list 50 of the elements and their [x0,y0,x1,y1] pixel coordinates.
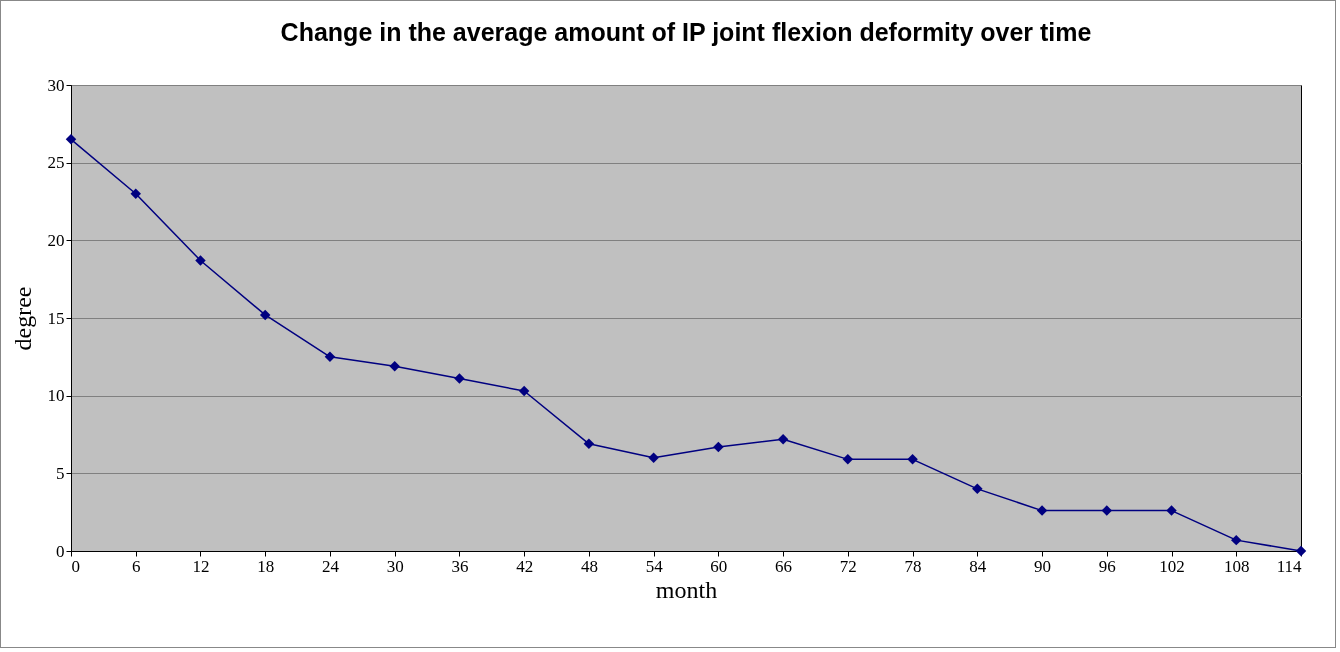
point [324,351,336,363]
x-tick-label: 36 [451,556,469,576]
x-tick-label: 60 [710,556,728,576]
x-tick-label: 6 [131,556,141,576]
y-tick-label: 5 [56,463,65,483]
x-tick-label: 12 [192,556,210,576]
point [1295,545,1307,557]
x-tick-label: 42 [516,556,534,576]
point [130,188,141,199]
point [1101,505,1113,516]
x-tick-label: 18 [257,556,275,576]
point [907,454,918,465]
point [518,385,530,397]
point [713,441,724,453]
point [65,134,77,145]
point [1036,505,1048,516]
point [842,454,854,465]
y-tick-label: 20 [47,230,65,250]
x-tick-label: 102 [1159,556,1185,576]
x-tick-label: 54 [645,556,664,576]
chart-title: Change in the average amount of IP joint flexion deformity over time [280,18,1092,46]
point [1231,534,1242,546]
x-tick-label: 114 [1276,556,1302,576]
point [972,483,983,495]
y-tick-label: 30 [47,75,65,95]
x-axis-title: month [655,576,718,603]
y-tick-label: 25 [47,153,65,173]
x-tick-label: 78 [904,556,922,576]
x-tick-label: 96 [1098,556,1116,576]
x-tick-label: 0 [71,556,80,576]
point [389,360,400,372]
x-tick-label: 48 [580,556,598,576]
point [195,255,206,266]
x-tick-label: 30 [386,556,404,576]
y-tick-label: 0 [56,541,65,561]
point [454,373,465,384]
x-tick-label: 24 [321,556,340,576]
y-axis-title: degree [9,286,36,351]
point [583,438,595,450]
x-tick-label: 66 [775,556,793,576]
x-tick-label: 90 [1034,556,1052,576]
point [777,433,789,445]
point [1166,505,1177,516]
y-tick-label: 15 [47,308,65,328]
x-tick-label: 72 [839,556,857,576]
x-tick-label: 108 [1224,556,1250,576]
y-tick-label: 10 [47,386,65,406]
x-tick-label: 84 [969,556,987,576]
point [259,309,271,321]
point [648,452,659,464]
